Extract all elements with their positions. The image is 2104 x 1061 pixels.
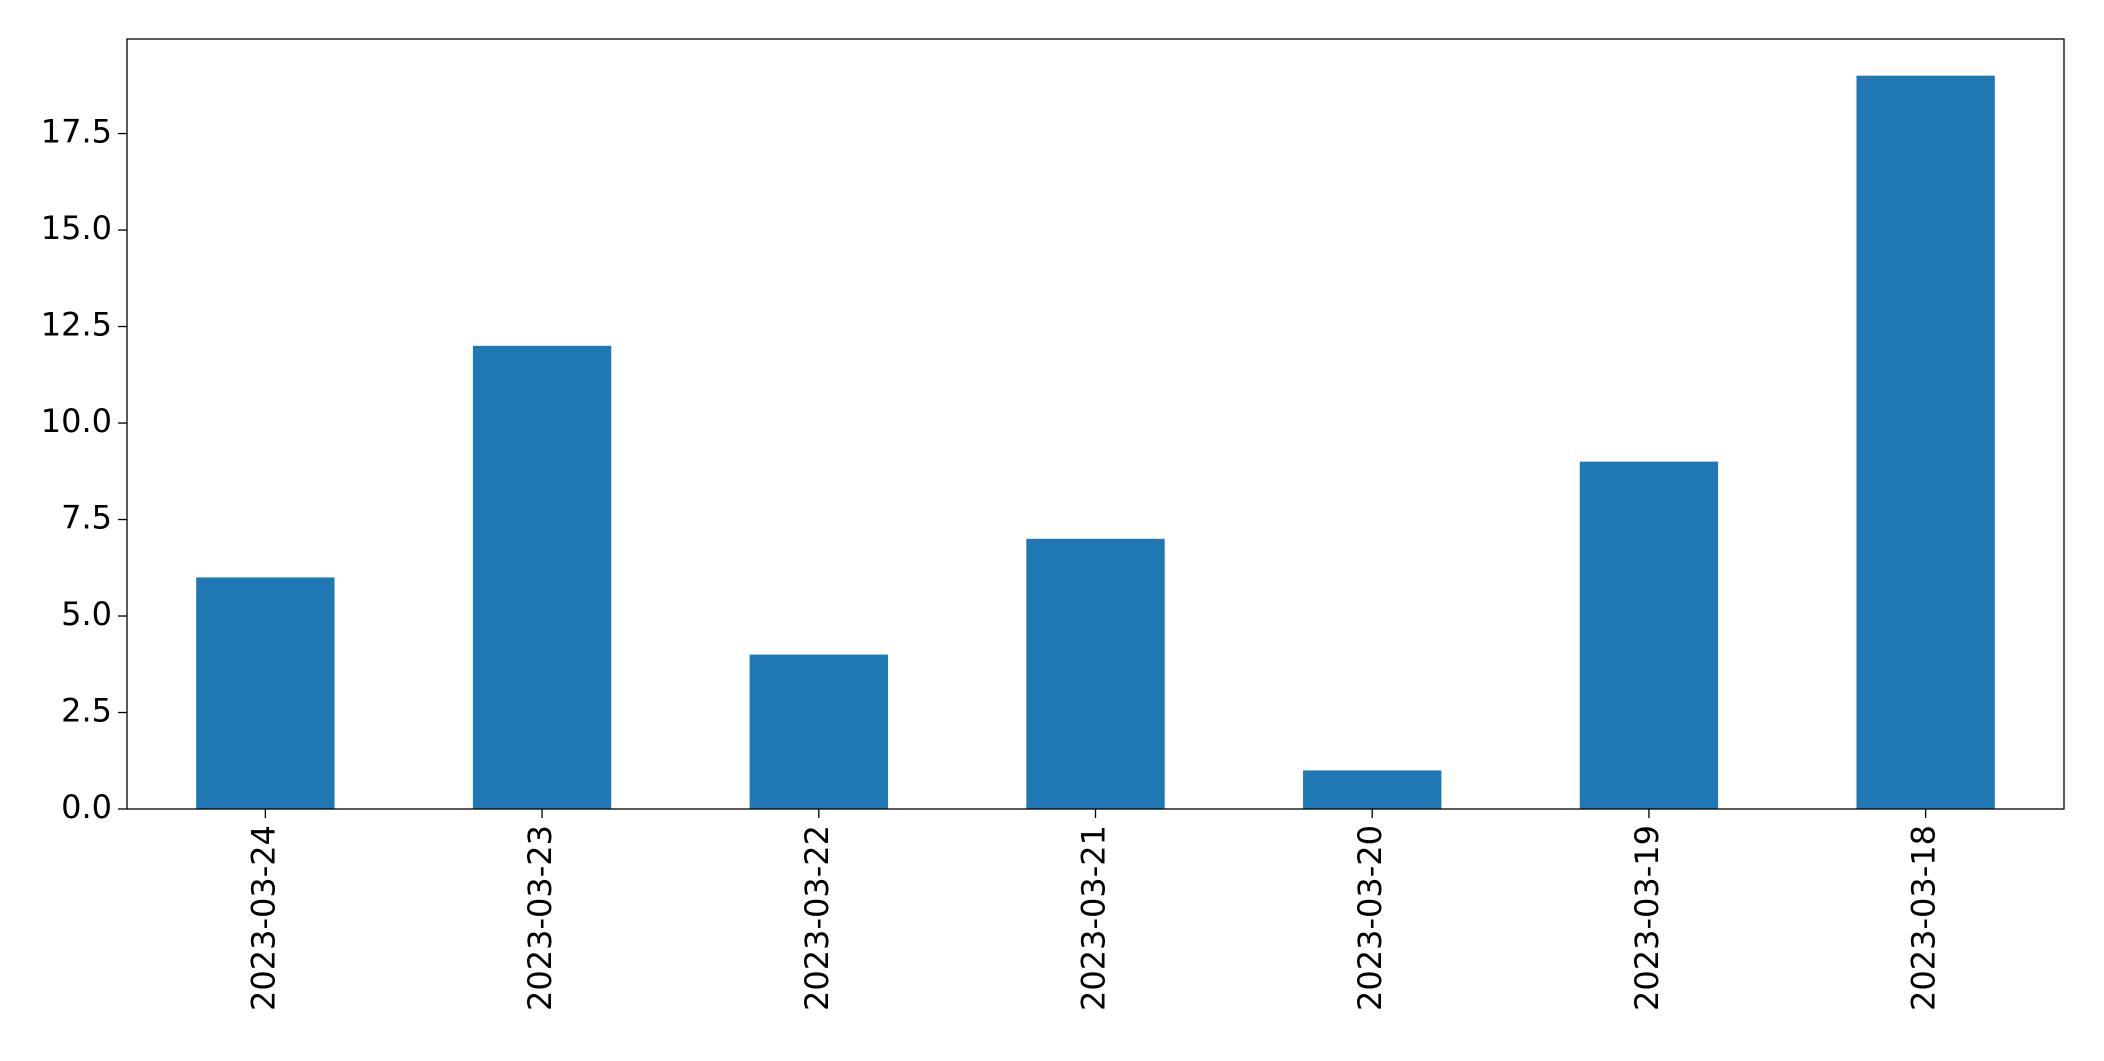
bar <box>749 654 888 809</box>
x-tick-label: 2023-03-18 <box>1905 825 1943 1011</box>
x-tick-label: 2023-03-21 <box>1075 825 1113 1011</box>
y-tick-label: 10.0 <box>41 402 112 440</box>
y-tick-label: 12.5 <box>41 306 112 344</box>
y-tick-label: 17.5 <box>41 113 112 151</box>
y-tick-label: 15.0 <box>41 209 112 247</box>
y-tick-label: 7.5 <box>61 499 112 537</box>
axes-frame <box>126 38 2065 810</box>
bar <box>1579 461 1719 809</box>
x-tick-label: 2023-03-22 <box>798 825 836 1011</box>
bar <box>1856 75 1995 809</box>
bar <box>1026 538 1165 809</box>
x-tick-label: 2023-03-24 <box>244 825 282 1011</box>
y-tick-label: 2.5 <box>61 692 112 730</box>
bar <box>472 345 612 809</box>
bar <box>1303 770 1442 809</box>
x-tick-label: 2023-03-19 <box>1628 825 1666 1011</box>
y-tick-label: 5.0 <box>61 595 112 633</box>
y-tick-label: 0.0 <box>61 788 112 826</box>
x-tick-label: 2023-03-23 <box>521 825 559 1011</box>
x-tick-label: 2023-03-20 <box>1351 825 1389 1011</box>
bar <box>196 577 335 809</box>
